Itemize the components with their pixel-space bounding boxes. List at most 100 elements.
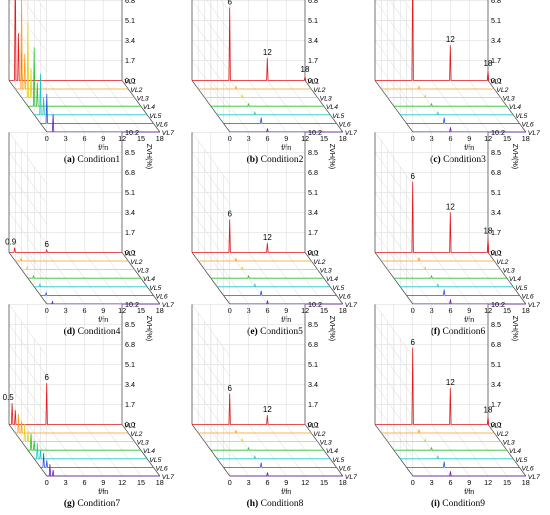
series-line-vl6	[40, 291, 154, 296]
x-tick-label: 15	[503, 306, 511, 315]
y-tick-label: 0.0	[491, 76, 501, 85]
y-tick-label: 5.1	[491, 360, 501, 369]
series-line-vl1	[375, 0, 490, 81]
grid-line	[374, 132, 414, 185]
depth-label: VL6	[156, 465, 168, 472]
peak-label: 6	[410, 172, 415, 181]
peak-label: 12	[446, 35, 455, 44]
x-tick-label: 6	[448, 478, 452, 487]
x-tick-label: 12	[118, 478, 126, 487]
series-line-vl7	[412, 299, 526, 305]
x-tick-label: 15	[320, 134, 328, 143]
series-line-vl3	[204, 437, 318, 442]
depth-label: VL7	[162, 130, 174, 137]
depth-label: VL7	[528, 130, 540, 137]
series-line-vl3	[387, 93, 501, 98]
peak-label: 12	[263, 48, 272, 57]
grid-line	[374, 0, 414, 53]
series-line-vl1	[192, 393, 305, 425]
panel-caption-letter: (f)	[431, 326, 441, 337]
grid-line	[8, 304, 48, 357]
grid-line	[374, 172, 414, 225]
series-line-vl6	[406, 461, 520, 468]
depth-label: VL5	[515, 285, 527, 292]
panel-caption-letter: (b)	[247, 154, 259, 165]
y-tick-label: 5.1	[491, 16, 501, 25]
depth-label: VL4	[326, 276, 338, 283]
grid-line	[412, 424, 451, 477]
series-line-vl1	[192, 7, 307, 81]
panel-caption: (e) Condition5	[247, 326, 303, 337]
grid-line	[23, 0, 48, 33]
series-line-vl2	[198, 257, 312, 262]
x-tick-label: 18	[156, 306, 164, 315]
grid-line	[191, 40, 231, 93]
x-axis-label: f/fn	[98, 487, 108, 496]
depth-label: VL7	[162, 474, 174, 481]
panel-caption: (i) Condition9	[431, 498, 485, 509]
peak-label: 6	[227, 384, 232, 393]
series-line-vl1	[9, 247, 122, 253]
grid-line	[229, 424, 268, 477]
grid-line	[8, 364, 48, 417]
panel-caption: (a) Condition1	[64, 154, 120, 165]
depth-label: VL3	[137, 96, 149, 103]
chart-panel-4: 10.2 8.5 6.8 5.1 3.4 1.7 0.0 ZVH(%) VL1 VL2 VL3VL4…	[5, 128, 174, 337]
x-tick-label: 3	[247, 478, 251, 487]
grid-line	[374, 364, 414, 417]
grid-line	[220, 0, 231, 13]
depth-label: VL6	[156, 121, 168, 128]
series-line-vl3	[204, 93, 318, 98]
depth-label: VL6	[522, 465, 534, 472]
chart-panel-1: 10.28.56.85.13.41.70.0ZVH(%)VL1VL2VL3VL4…	[8, 0, 174, 165]
grid-line	[37, 0, 48, 13]
series-line-vl5	[34, 283, 148, 288]
depth-label: VL2	[313, 259, 325, 266]
series-group	[9, 0, 160, 133]
x-tick-label: 9	[467, 478, 471, 487]
peak-label: 18	[301, 65, 310, 74]
depth-label: VL1	[307, 250, 319, 257]
depth-label: VL6	[522, 293, 534, 300]
grid-line	[8, 232, 48, 285]
grid-line	[8, 172, 48, 225]
series-line-vl5	[400, 111, 514, 116]
panel-caption-letter: (d)	[64, 326, 76, 337]
panel-caption-title: Condition7	[75, 499, 120, 509]
y-tick-label: 3.4	[491, 380, 501, 389]
depth-label: VL4	[326, 104, 338, 111]
chart-panel-8: 10.2 8.5 6.8 5.1 3.4 1.7 0.0 ZVH(%) VL1 VL2 VL3VL4…	[191, 300, 357, 509]
series-group	[375, 181, 526, 305]
depth-label: VL6	[339, 465, 351, 472]
x-tick-label: 18	[339, 134, 347, 143]
series-line-vl3	[387, 265, 501, 270]
series-line-vl3	[21, 265, 135, 270]
y-tick-label: 10.2	[491, 300, 505, 309]
y-tick-label: 1.7	[125, 56, 135, 65]
depth-label: VL1	[490, 422, 502, 429]
x-tick-label: 9	[284, 478, 288, 487]
depth-label: VL1	[490, 250, 502, 257]
x-tick-label: 18	[156, 478, 164, 487]
series-line-vl2	[381, 429, 495, 434]
depth-label: VL5	[332, 285, 344, 292]
depth-label: VL7	[345, 302, 357, 309]
y-tick-label: 0.0	[491, 420, 501, 429]
peak-label: 6	[227, 209, 232, 218]
grid-line	[191, 60, 231, 113]
series-line-vl2	[15, 414, 129, 434]
y-tick-label: 5.1	[491, 188, 501, 197]
grid-line	[8, 132, 48, 185]
depth-label: VL6	[156, 293, 168, 300]
y-tick-label: 1.7	[125, 400, 135, 409]
series-line-vl6	[223, 117, 337, 124]
depth-label: VL5	[149, 457, 161, 464]
panel-caption-letter: (c)	[430, 154, 441, 165]
series-line-vl4	[27, 433, 141, 451]
depth-label: VL1	[307, 78, 319, 85]
y-tick-label: 10.2	[125, 300, 139, 309]
y-tick-label: 1.7	[308, 56, 318, 65]
series-line-vl2	[381, 257, 495, 262]
depth-label: VL3	[503, 96, 515, 103]
grid-line	[191, 324, 231, 377]
